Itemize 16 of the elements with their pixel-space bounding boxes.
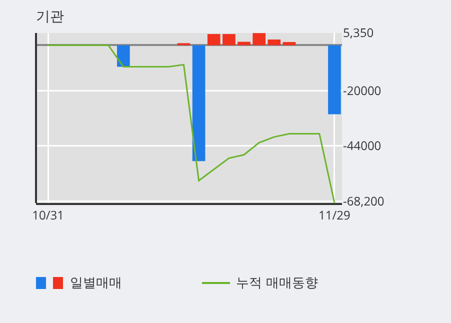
line-series	[47, 44, 336, 203]
bar	[328, 45, 341, 114]
bar	[252, 33, 266, 46]
y-tick-label: -20000	[343, 82, 382, 100]
y-tick-label: -44000	[343, 137, 382, 154]
legend-label: 누적 매매동향	[236, 275, 318, 292]
legend-label: 일별매매	[70, 275, 122, 292]
bar	[207, 34, 220, 46]
bar	[192, 45, 206, 162]
bar	[282, 42, 296, 46]
chart-title: 기관	[36, 8, 64, 26]
bar	[117, 45, 130, 67]
x-tick-label: 10/31	[32, 206, 64, 224]
bar	[268, 40, 281, 46]
y-tick-label: 5,350	[343, 24, 374, 42]
bar	[222, 34, 236, 46]
